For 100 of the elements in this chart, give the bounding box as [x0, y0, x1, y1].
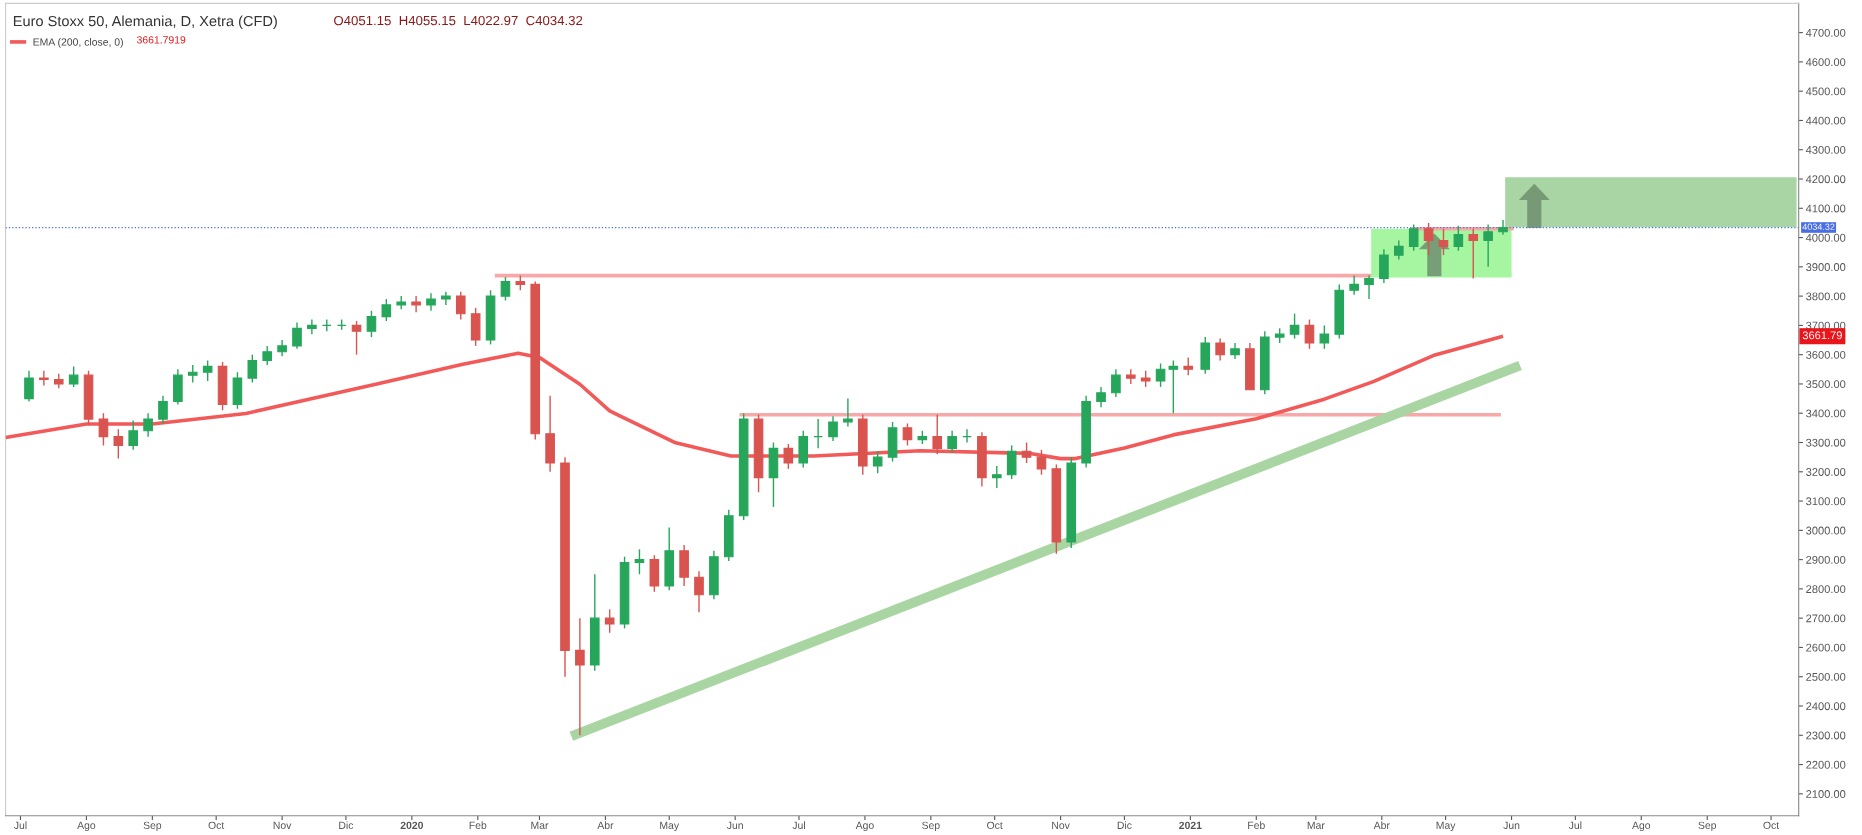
candlestick [500, 276, 511, 302]
x-tick-label: Mar [1307, 821, 1325, 829]
candlestick [872, 450, 883, 474]
candlestick [1379, 248, 1389, 284]
candlestick [455, 291, 466, 321]
y-tick-label: 3000.00 [1806, 526, 1846, 535]
y-tick-label: 2200.00 [1806, 760, 1846, 769]
text: O4051.15 H4055.15 L4022.97 C4034.32 [334, 15, 583, 26]
x-tick-label: Feb [1248, 821, 1265, 829]
candlestick [247, 353, 258, 384]
x-tick-label: Nov [1052, 821, 1070, 829]
candlestick [1468, 228, 1479, 280]
candlestick [292, 321, 302, 350]
candlestick [1111, 368, 1121, 398]
x-tick-label: 2020 [400, 821, 424, 829]
x-tick-label: Sep [922, 821, 940, 832]
candlestick [604, 608, 615, 634]
candlestick [1438, 228, 1449, 256]
x-tick-label: Sep [143, 821, 162, 832]
candlestick [1289, 312, 1300, 340]
candlestick [947, 430, 957, 454]
y-tick-label: 4600.00 [1805, 58, 1846, 67]
y-tick-label: 3400.00 [1806, 409, 1846, 418]
candlestick [991, 465, 1002, 489]
y-tick-label: 4300.00 [1805, 146, 1846, 154]
y-tick-label: 2600.00 [1806, 643, 1846, 652]
x-tick-label: Oct [987, 821, 1003, 829]
candlestick [694, 570, 704, 614]
y-tick-label: 4100.00 [1805, 204, 1846, 213]
x-tick-label: May [660, 821, 680, 832]
candlestick [98, 412, 109, 447]
candlestick [843, 397, 853, 428]
annotation: 3661.7919 [136, 36, 186, 44]
legend-label: EMA (200, close, 0) [33, 38, 123, 48]
candlestick [1498, 219, 1508, 236]
x-tick-label: Ago [1632, 821, 1651, 832]
candlestick [1408, 223, 1419, 252]
candlestick [1349, 274, 1359, 296]
y-tick-label: 4700.00 [1805, 28, 1846, 37]
x-tick-label: May [1436, 821, 1456, 832]
candlestick [1423, 222, 1434, 256]
x-tick-label: Oct [208, 821, 225, 829]
y-tick-label: 2800.00 [1806, 585, 1846, 594]
candlestick [143, 412, 153, 438]
x-tick-label: Jul [13, 821, 27, 829]
candlestick [828, 415, 838, 442]
y-tick-label: 4000.00 [1805, 233, 1846, 242]
x-tick-label: Ago [855, 821, 874, 832]
candlestick [1453, 225, 1464, 252]
candlestick [113, 428, 124, 460]
candlestick [381, 298, 392, 322]
y-tick-label: 2300.00 [1806, 731, 1846, 740]
candlestick [1483, 223, 1493, 268]
x-tick-label: Ago [77, 821, 96, 832]
line-series [5, 334, 1505, 461]
y-tick-label: 3300.00 [1806, 438, 1846, 447]
y-tick-label: 4400.00 [1805, 116, 1846, 125]
candlestick [1304, 318, 1315, 350]
candlestick [1319, 324, 1330, 350]
x-tick-label: Jun [1503, 821, 1520, 829]
candlestick [1021, 441, 1032, 464]
candlestick [202, 359, 213, 382]
candlestick [1096, 386, 1106, 409]
candlestick [128, 419, 139, 451]
candlestick [262, 345, 273, 366]
candlestick [307, 318, 317, 335]
y-tick-label: 2400.00 [1806, 702, 1846, 711]
candlestick [1168, 359, 1179, 414]
y-tick-label: 2100.00 [1806, 790, 1846, 798]
ref-line-label: 4034.32 [1802, 223, 1835, 230]
candlestick [1036, 449, 1047, 476]
candlestick [158, 394, 168, 425]
candlestick [351, 320, 362, 356]
candlestick [902, 422, 913, 447]
x-tick-label: Jun [726, 821, 743, 829]
x-tick-label: Feb [469, 821, 487, 829]
x-tick-label: Mar [531, 821, 549, 829]
candlestick [366, 310, 377, 338]
candlestick [411, 295, 421, 313]
x-tick-label: Nov [273, 821, 292, 829]
x-tick-label: Sep [1698, 821, 1717, 832]
candlestick [575, 617, 585, 736]
y-tick-label: 3900.00 [1806, 263, 1846, 271]
y-tick-label: 3700.00 [1806, 321, 1846, 330]
candlestick [932, 413, 943, 455]
candlestick [1364, 274, 1374, 300]
x-tick-label: Jul [1568, 821, 1582, 829]
text: 3661.79 [1802, 331, 1842, 340]
y-tick-label: 4200.00 [1805, 175, 1846, 184]
candlestick [1215, 337, 1225, 362]
y-tick-label: 3500.00 [1806, 380, 1846, 389]
y-tick-label: 2700.00 [1806, 614, 1846, 623]
y-tick-label: 2500.00 [1806, 672, 1846, 681]
x-tick-label: Dic [1117, 821, 1132, 829]
x-tick-label: Dic [339, 821, 354, 829]
y-tick-label: 3100.00 [1806, 497, 1846, 506]
candlestick [1393, 239, 1404, 261]
y-tick-label: 2900.00 [1806, 555, 1846, 564]
y-tick-label: 3600.00 [1806, 350, 1846, 359]
candlestick [24, 370, 34, 403]
